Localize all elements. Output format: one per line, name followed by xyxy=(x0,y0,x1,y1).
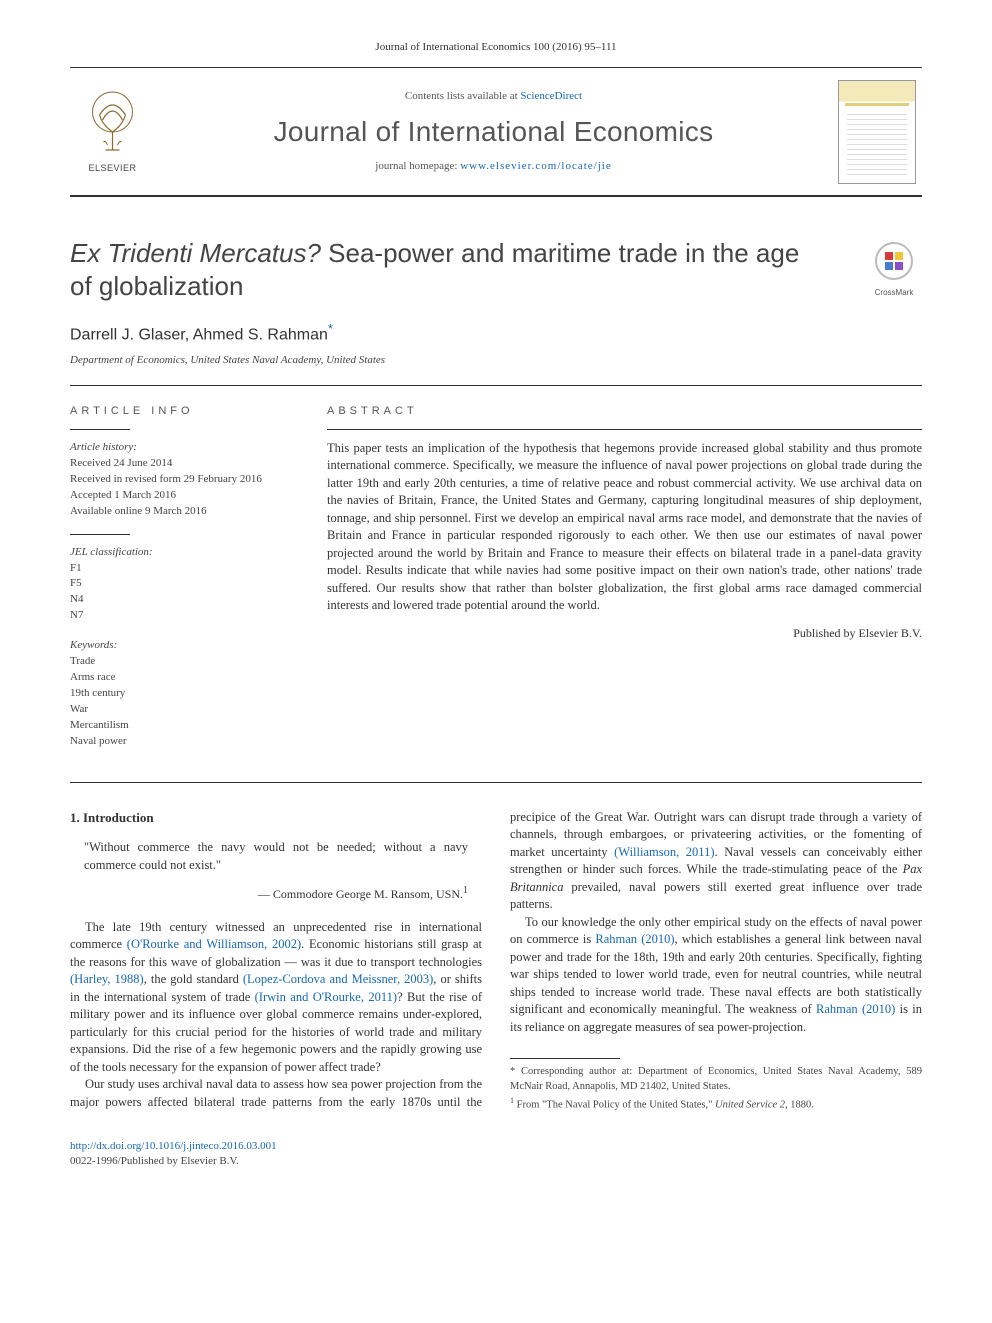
elsevier-wordmark: ELSEVIER xyxy=(88,162,136,175)
doi-link[interactable]: http://dx.doi.org/10.1016/j.jinteco.2016… xyxy=(70,1140,277,1152)
abstract-heading: ABSTRACT xyxy=(327,404,922,419)
keyword: Arms race xyxy=(70,670,287,686)
article-info-heading: ARTICLE INFO xyxy=(70,404,287,419)
citation-link[interactable]: Rahman (2010) xyxy=(816,1002,895,1016)
citation-link[interactable]: (Williamson, 2011) xyxy=(614,845,714,859)
publisher-line: Published by Elsevier B.V. xyxy=(327,625,922,642)
corresponding-marker: * xyxy=(328,321,333,336)
affiliation: Department of Economics, United States N… xyxy=(70,353,922,368)
attribution-text: — Commodore George M. Ransom, USN. xyxy=(258,887,463,901)
history-online: Available online 9 March 2016 xyxy=(70,504,287,520)
jel-code: N4 xyxy=(70,592,287,608)
history-accepted: Accepted 1 March 2016 xyxy=(70,488,287,504)
paper-title: Ex Tridenti Mercatus? Sea-power and mari… xyxy=(70,237,820,302)
jel-label: JEL classification: xyxy=(70,545,287,561)
homepage-link[interactable]: www.elsevier.com/locate/jie xyxy=(460,160,612,172)
keywords-label: Keywords: xyxy=(70,638,287,654)
keyword: 19th century xyxy=(70,686,287,702)
jel-code: N7 xyxy=(70,608,287,624)
history-revised: Received in revised form 29 February 201… xyxy=(70,472,287,488)
authors-text: Darrell J. Glaser, Ahmed S. Rahman xyxy=(70,327,328,344)
epigraph-quote: "Without commerce the navy would not be … xyxy=(84,839,468,874)
citation-link[interactable]: (Harley, 1988) xyxy=(70,972,144,986)
abstract-column: ABSTRACT This paper tests an implication… xyxy=(305,386,922,782)
article-history: Article history: Received 24 June 2014 R… xyxy=(70,440,287,520)
citation-header: Journal of International Economics 100 (… xyxy=(70,40,922,55)
doi-block: http://dx.doi.org/10.1016/j.jinteco.2016… xyxy=(70,1139,922,1170)
footnote-divider xyxy=(510,1058,620,1059)
article-info-column: ARTICLE INFO Article history: Received 2… xyxy=(70,386,305,782)
elsevier-logo: ELSEVIER xyxy=(70,68,155,195)
body-two-column: 1. Introduction "Without commerce the na… xyxy=(70,809,922,1113)
keyword: War xyxy=(70,702,287,718)
crossmark-icon xyxy=(874,241,914,281)
jel-code: F1 xyxy=(70,561,287,577)
homepage-line: journal homepage: www.elsevier.com/locat… xyxy=(155,159,832,174)
keyword: Mercantilism xyxy=(70,718,287,734)
fn1-italic: United Service 2 xyxy=(715,1099,785,1110)
copyright-line: 0022-1996/Published by Elsevier B.V. xyxy=(70,1154,922,1169)
crossmark-badge[interactable]: CrossMark xyxy=(866,241,922,297)
footnote-ref-1: 1 xyxy=(463,885,468,896)
keyword: Trade xyxy=(70,654,287,670)
section-intro-heading: 1. Introduction xyxy=(70,809,482,827)
jel-code: F5 xyxy=(70,576,287,592)
homepage-prefix: journal homepage: xyxy=(375,160,460,172)
journal-cover-thumbnail xyxy=(832,68,922,195)
epigraph-attribution: — Commodore George M. Ransom, USN.1 xyxy=(70,884,468,903)
masthead: ELSEVIER Contents lists available at Sci… xyxy=(70,67,922,197)
citation-link[interactable]: (Irwin and O'Rourke, 2011) xyxy=(255,990,397,1004)
corresponding-footnote: * Corresponding author at: Department of… xyxy=(510,1065,922,1094)
history-received: Received 24 June 2014 xyxy=(70,456,287,472)
citation-link[interactable]: (Lopez-Cordova and Meissner, 2003) xyxy=(243,972,433,986)
footnotes: * Corresponding author at: Department of… xyxy=(510,1065,922,1113)
journal-name: Journal of International Economics xyxy=(155,112,832,151)
jel-block: JEL classification: F1 F5 N4 N7 xyxy=(70,545,287,625)
intro-paragraph-3: To our knowledge the only other empirica… xyxy=(510,914,922,1037)
keyword: Naval power xyxy=(70,734,287,750)
sciencedirect-link[interactable]: ScienceDirect xyxy=(520,90,582,102)
p1c: , the gold standard xyxy=(144,972,243,986)
author-list: Darrell J. Glaser, Ahmed S. Rahman* xyxy=(70,320,922,347)
contents-available-line: Contents lists available at ScienceDirec… xyxy=(155,89,832,104)
intro-paragraph-1: The late 19th century witnessed an unpre… xyxy=(70,919,482,1077)
keywords-block: Keywords: Trade Arms race 19th century W… xyxy=(70,638,287,750)
crossmark-label: CrossMark xyxy=(866,287,922,298)
citation-link[interactable]: (O'Rourke and Williamson, 2002) xyxy=(127,937,301,951)
citation-link[interactable]: Rahman (2010) xyxy=(595,932,674,946)
elsevier-tree-icon xyxy=(85,90,140,160)
contents-prefix: Contents lists available at xyxy=(405,90,520,102)
abstract-text: This paper tests an implication of the h… xyxy=(327,440,922,615)
title-italic-part: Ex Tridenti Mercatus? xyxy=(70,238,321,268)
p3c: prevailed, naval powers still exerted gr… xyxy=(510,880,922,912)
footnote-1: 1 From "The Naval Policy of the United S… xyxy=(510,1095,922,1113)
fn1a: From "The Naval Policy of the United Sta… xyxy=(514,1099,715,1110)
fn1b: , 1880. xyxy=(785,1099,814,1110)
history-label: Article history: xyxy=(70,440,287,456)
